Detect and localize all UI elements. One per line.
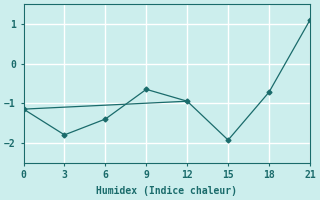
X-axis label: Humidex (Indice chaleur): Humidex (Indice chaleur) bbox=[96, 186, 237, 196]
